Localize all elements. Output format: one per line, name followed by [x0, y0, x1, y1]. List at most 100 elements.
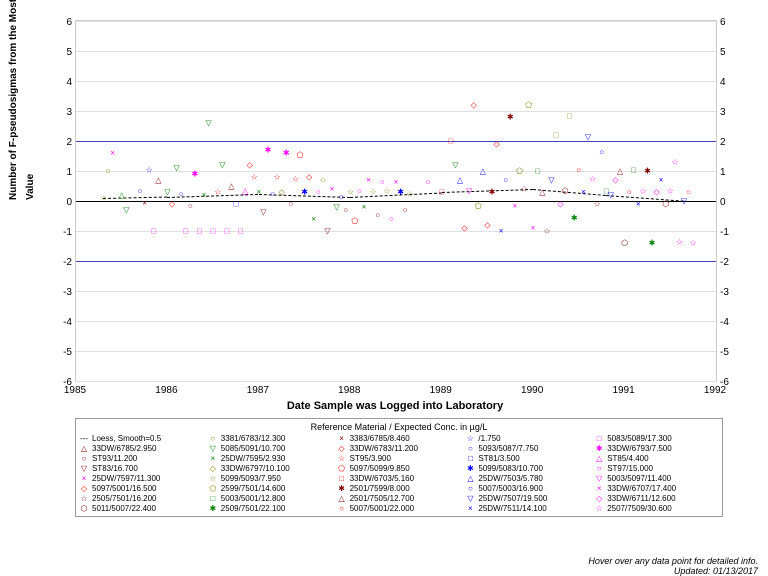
data-point[interactable]: ✱: [649, 240, 656, 247]
data-point[interactable]: ×: [635, 201, 642, 208]
data-point[interactable]: ○: [685, 189, 692, 196]
data-point[interactable]: ⬠: [351, 217, 358, 224]
data-point[interactable]: ×: [109, 150, 116, 157]
data-point[interactable]: ○: [100, 195, 107, 202]
data-point[interactable]: ○: [575, 166, 582, 173]
data-point[interactable]: △: [155, 177, 162, 184]
data-point[interactable]: ○: [402, 207, 409, 214]
data-point[interactable]: ☆: [406, 190, 413, 197]
data-point[interactable]: □: [237, 228, 244, 235]
data-point[interactable]: ○: [178, 190, 185, 197]
data-point[interactable]: ○: [598, 148, 605, 155]
data-point[interactable]: ▽: [164, 189, 171, 196]
data-point[interactable]: ○: [105, 168, 112, 175]
data-point[interactable]: ✱: [489, 189, 496, 196]
data-point[interactable]: ◇: [653, 189, 660, 196]
data-point[interactable]: ○: [626, 189, 633, 196]
data-point[interactable]: ✱: [301, 189, 308, 196]
data-point[interactable]: ▽: [324, 228, 331, 235]
data-point[interactable]: ◇: [470, 102, 477, 109]
data-point[interactable]: ☆: [214, 189, 221, 196]
data-point[interactable]: ◇: [278, 189, 285, 196]
data-point[interactable]: ×: [255, 189, 262, 196]
data-point[interactable]: ◇: [557, 201, 564, 208]
data-point[interactable]: ×: [310, 216, 317, 223]
data-point[interactable]: △: [118, 192, 125, 199]
data-point[interactable]: ▽: [681, 198, 688, 205]
data-point[interactable]: ▽: [205, 120, 212, 127]
data-point[interactable]: □: [223, 228, 230, 235]
data-point[interactable]: ☆: [347, 189, 354, 196]
data-point[interactable]: ⬠: [475, 202, 482, 209]
data-point[interactable]: ☆: [251, 174, 258, 181]
data-point[interactable]: □: [196, 228, 203, 235]
data-point[interactable]: ▽: [219, 162, 226, 169]
data-point[interactable]: ✱: [191, 171, 198, 178]
data-point[interactable]: ⬡: [562, 187, 569, 194]
data-point[interactable]: ×: [580, 189, 587, 196]
data-point[interactable]: □: [447, 138, 454, 145]
data-point[interactable]: ○: [425, 178, 432, 185]
data-point[interactable]: △: [242, 187, 249, 194]
data-point[interactable]: △: [617, 168, 624, 175]
data-point[interactable]: △: [228, 183, 235, 190]
data-point[interactable]: ✱: [571, 214, 578, 221]
data-point[interactable]: ✱: [507, 114, 514, 121]
data-point[interactable]: ◇: [246, 162, 253, 169]
data-point[interactable]: ◇: [169, 201, 176, 208]
data-point[interactable]: □: [566, 112, 573, 119]
data-point[interactable]: ⬡: [621, 240, 628, 247]
data-point[interactable]: △: [457, 177, 464, 184]
data-point[interactable]: ×: [141, 199, 148, 206]
data-point[interactable]: ◇: [493, 141, 500, 148]
data-point[interactable]: ☆: [639, 187, 646, 194]
data-point[interactable]: ☆: [521, 186, 528, 193]
data-point[interactable]: ×: [365, 177, 372, 184]
data-point[interactable]: ×: [530, 225, 537, 232]
data-point[interactable]: ▽: [548, 177, 555, 184]
data-point[interactable]: ▽: [452, 162, 459, 169]
data-point[interactable]: ⬠: [297, 151, 304, 158]
data-point[interactable]: ×: [498, 228, 505, 235]
data-point[interactable]: ☆: [594, 201, 601, 208]
data-point[interactable]: ▽: [123, 207, 130, 214]
data-point[interactable]: ○: [269, 190, 276, 197]
data-point[interactable]: ☆: [292, 175, 299, 182]
data-point[interactable]: ◇: [612, 177, 619, 184]
data-point[interactable]: ▽: [260, 208, 267, 215]
data-point[interactable]: ☆: [383, 187, 390, 194]
data-point[interactable]: ○: [338, 193, 345, 200]
data-point[interactable]: □: [233, 201, 240, 208]
data-point[interactable]: ⬠: [525, 102, 532, 109]
data-point[interactable]: ○: [356, 187, 363, 194]
data-point[interactable]: ○: [342, 207, 349, 214]
data-point[interactable]: ○: [502, 177, 509, 184]
data-point[interactable]: ☆: [589, 175, 596, 182]
data-point[interactable]: ○: [315, 189, 322, 196]
data-point[interactable]: □: [150, 228, 157, 235]
data-point[interactable]: ◇: [306, 174, 313, 181]
data-point[interactable]: ☆: [667, 187, 674, 194]
data-point[interactable]: ○: [388, 216, 395, 223]
data-point[interactable]: ×: [361, 204, 368, 211]
data-point[interactable]: ✱: [397, 189, 404, 196]
data-point[interactable]: ✱: [283, 150, 290, 157]
data-point[interactable]: ×: [658, 177, 665, 184]
data-point[interactable]: ☆: [319, 177, 326, 184]
data-point[interactable]: ☆: [671, 159, 678, 166]
data-point[interactable]: ○: [374, 211, 381, 218]
data-point[interactable]: □: [534, 168, 541, 175]
data-point[interactable]: ○: [187, 202, 194, 209]
data-point[interactable]: □: [553, 132, 560, 139]
data-point[interactable]: ⬠: [516, 168, 523, 175]
data-point[interactable]: ×: [201, 192, 208, 199]
data-point[interactable]: ○: [137, 187, 144, 194]
data-point[interactable]: ▽: [585, 133, 592, 140]
data-point[interactable]: ☆: [146, 166, 153, 173]
data-point[interactable]: △: [539, 189, 546, 196]
data-point[interactable]: ◇: [461, 225, 468, 232]
data-point[interactable]: △: [479, 168, 486, 175]
data-point[interactable]: ☆: [676, 238, 683, 245]
data-point[interactable]: ☆: [274, 174, 281, 181]
data-point[interactable]: □: [438, 189, 445, 196]
